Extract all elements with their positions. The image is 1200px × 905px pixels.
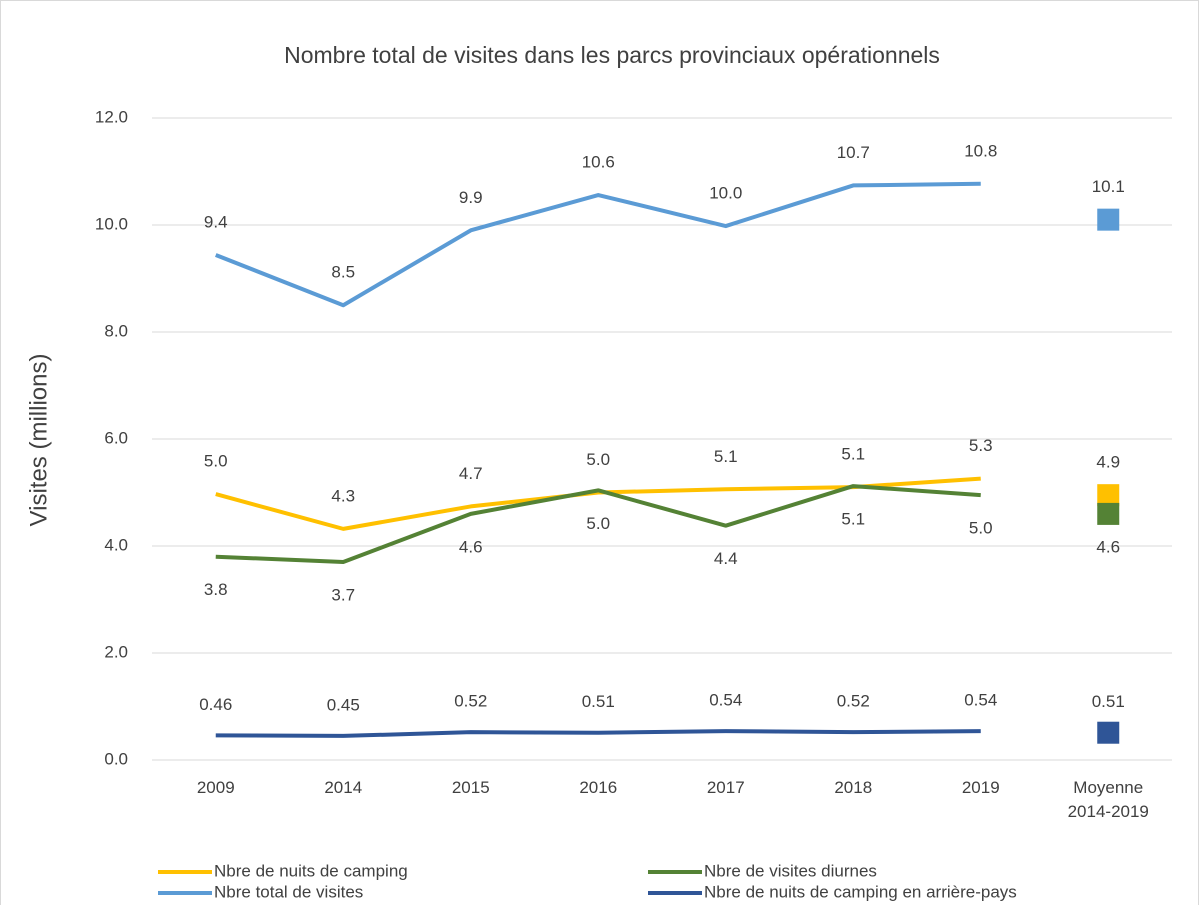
data-label: 0.54 [709, 691, 742, 710]
data-label: 5.0 [204, 452, 228, 471]
y-tick-label: 8.0 [104, 321, 128, 340]
average-marker [1097, 484, 1120, 507]
average-marker [1097, 721, 1120, 744]
y-tick-label: 12.0 [95, 107, 128, 126]
data-label: 0.52 [837, 692, 870, 711]
x-tick-label: 2016 [579, 778, 618, 797]
data-label: 9.9 [459, 188, 483, 207]
average-marker [1097, 502, 1120, 525]
x-tick-label: Moyenne 2014-2019 [1067, 778, 1149, 821]
y-tick-label: 6.0 [104, 428, 128, 447]
average-marker [1097, 208, 1120, 231]
data-label: 5.1 [841, 445, 865, 464]
chart-title: Nombre total de visites dans les parcs p… [284, 42, 940, 68]
data-label: 0.51 [582, 692, 615, 711]
data-label: 5.1 [841, 510, 865, 529]
data-label: 10.0 [709, 184, 742, 203]
y-tick-label: 4.0 [104, 535, 128, 554]
data-label: 4.6 [1096, 537, 1120, 556]
data-label: 10.7 [837, 143, 870, 162]
data-label: 4.3 [331, 486, 355, 505]
data-label: 8.5 [331, 263, 355, 282]
data-label: 9.4 [204, 212, 228, 231]
x-tick-label: 2009 [196, 778, 235, 797]
data-label: 5.3 [969, 436, 993, 455]
x-tick-label: 2017 [706, 778, 745, 797]
data-label: 0.46 [199, 695, 232, 714]
x-tick-label: 2018 [834, 778, 873, 797]
x-tick-label: 2019 [961, 778, 1000, 797]
data-label: 5.1 [714, 447, 738, 466]
data-label: 10.1 [1092, 177, 1125, 196]
data-label: 3.8 [204, 580, 228, 599]
data-label: 4.4 [714, 549, 738, 568]
x-tick-label: 2014 [324, 778, 363, 797]
data-label: 5.0 [969, 519, 993, 538]
data-label: 5.0 [586, 514, 610, 533]
data-label: 5.0 [586, 450, 610, 469]
series-line [215, 729, 981, 738]
data-label: 4.6 [459, 537, 483, 556]
data-label: 0.52 [454, 692, 487, 711]
data-label: 0.51 [1092, 692, 1125, 711]
legend-label: Nbre de visites diurnes [704, 861, 877, 880]
x-tick-label: 2015 [451, 778, 490, 797]
data-label: 3.7 [331, 586, 355, 605]
data-label: 0.54 [964, 691, 997, 710]
series-line [215, 181, 981, 308]
data-label: 4.9 [1096, 453, 1120, 472]
data-label: 10.6 [582, 153, 615, 172]
y-tick-label: 2.0 [104, 642, 128, 661]
y-axis-label: Visites (millions) [25, 354, 52, 527]
y-tick-label: 10.0 [95, 214, 128, 233]
legend-label: Nbre de nuits de camping [214, 861, 408, 880]
legend-label: Nbre de nuits de camping en arrière-pays [704, 882, 1017, 901]
legend-label: Nbre total de visites [214, 882, 363, 901]
data-label: 10.8 [964, 141, 997, 160]
data-label: 4.7 [459, 464, 483, 483]
series-line [215, 484, 981, 565]
data-label: 0.45 [327, 695, 360, 714]
y-tick-label: 0.0 [104, 749, 128, 768]
